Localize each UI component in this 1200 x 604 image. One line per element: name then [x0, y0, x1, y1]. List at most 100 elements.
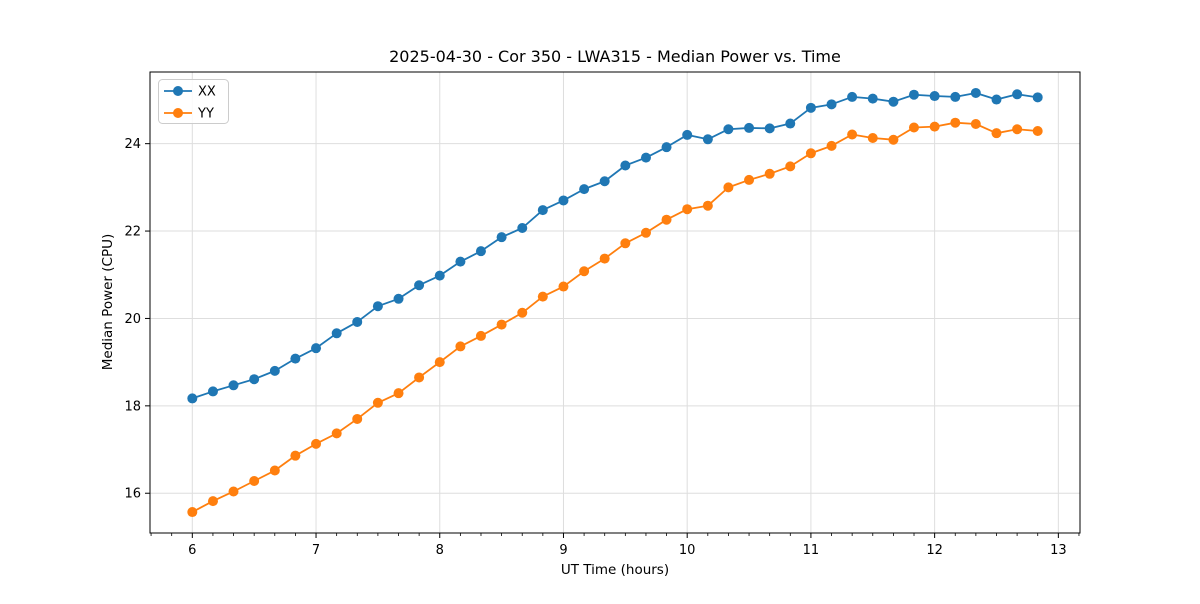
- legend-box: [158, 79, 229, 124]
- data-point-yy: [249, 476, 260, 486]
- data-point-xx: [352, 316, 363, 327]
- data-point-yy: [475, 330, 486, 341]
- x-tick-label: 13: [1050, 543, 1067, 558]
- data-point-xx: [764, 123, 775, 134]
- x-tick-label: 8: [436, 543, 444, 558]
- data-point-yy: [826, 140, 837, 151]
- data-point-xx: [1012, 89, 1023, 100]
- data-point-yy: [352, 413, 363, 424]
- legend-marker-xx: [173, 86, 183, 96]
- x-tick-label: 6: [188, 543, 196, 558]
- y-tick-label: 24: [124, 137, 141, 152]
- data-point-xx: [661, 142, 672, 153]
- data-point-xx: [1032, 92, 1043, 103]
- legend: XX YY: [158, 79, 229, 124]
- data-point-xx: [517, 223, 528, 233]
- data-point-yy: [620, 238, 631, 249]
- data-point-yy: [372, 397, 383, 408]
- x-tick-label: 11: [803, 543, 820, 558]
- data-point-yy: [661, 214, 672, 225]
- data-point-yy: [537, 291, 548, 302]
- data-point-yy: [764, 168, 775, 179]
- data-point-xx: [558, 195, 569, 206]
- plot-series: [187, 87, 1043, 518]
- data-point-yy: [970, 119, 981, 129]
- data-point-xx: [620, 160, 631, 171]
- data-point-xx: [785, 118, 796, 129]
- data-point-yy: [228, 486, 239, 497]
- data-point-yy: [311, 438, 322, 449]
- data-point-xx: [929, 91, 940, 102]
- data-point-xx: [991, 94, 1002, 105]
- data-point-yy: [517, 307, 528, 318]
- legend-marker-yy: [173, 108, 183, 118]
- data-point-xx: [950, 91, 961, 102]
- data-point-xx: [249, 374, 260, 385]
- data-point-yy: [702, 200, 713, 211]
- data-point-yy: [599, 253, 610, 264]
- data-point-yy: [1032, 125, 1043, 136]
- x-tick-label: 9: [559, 543, 567, 558]
- data-point-xx: [826, 99, 837, 110]
- axis-ticks: 6 7 8 9 10 11 12 13 16 18 20 22 24: [124, 137, 1080, 558]
- y-tick-label: 22: [124, 225, 141, 240]
- data-point-yy: [847, 129, 858, 140]
- data-point-xx: [187, 393, 198, 404]
- data-point-xx: [744, 122, 755, 133]
- data-point-yy: [579, 266, 590, 277]
- data-point-yy: [805, 148, 816, 159]
- data-point-yy: [207, 496, 218, 507]
- data-point-yy: [785, 161, 796, 172]
- data-point-yy: [908, 122, 919, 133]
- data-point-xx: [908, 89, 919, 100]
- data-point-xx: [434, 270, 445, 281]
- data-point-xx: [331, 328, 342, 339]
- data-point-xx: [599, 176, 610, 187]
- data-point-yy: [290, 450, 301, 461]
- data-point-yy: [744, 174, 755, 185]
- y-tick-label: 16: [124, 487, 141, 502]
- data-point-xx: [311, 343, 322, 354]
- series-line-yy: [191, 121, 1038, 513]
- data-point-yy: [187, 507, 198, 518]
- legend-label-xx: XX: [198, 85, 216, 100]
- series-line-xx: [192, 92, 1038, 400]
- data-point-xx: [393, 293, 404, 304]
- data-point-yy: [867, 132, 878, 143]
- data-point-yy: [640, 227, 651, 238]
- data-point-xx: [888, 96, 899, 107]
- data-point-yy: [496, 319, 507, 330]
- data-point-xx: [290, 353, 301, 364]
- data-point-xx: [702, 134, 713, 145]
- data-point-xx: [970, 87, 981, 98]
- data-point-yy: [414, 372, 425, 383]
- data-point-xx: [228, 380, 239, 391]
- data-point-xx: [496, 232, 507, 243]
- data-point-yy: [331, 428, 342, 439]
- x-tick-label: 7: [312, 543, 320, 558]
- data-point-xx: [537, 205, 548, 216]
- data-point-xx: [805, 102, 816, 113]
- data-point-xx: [269, 365, 280, 376]
- data-point-yy: [929, 121, 940, 132]
- chart-title: 2025-04-30 - Cor 350 - LWA315 - Median P…: [389, 47, 841, 66]
- data-point-xx: [372, 301, 383, 312]
- legend-label-yy: YY: [197, 107, 214, 122]
- y-tick-label: 20: [124, 312, 141, 327]
- data-point-xx: [475, 246, 486, 257]
- x-tick-label: 12: [926, 543, 943, 558]
- data-point-yy: [1012, 124, 1023, 135]
- y-tick-label: 18: [124, 399, 141, 414]
- data-point-xx: [867, 93, 878, 104]
- data-point-yy: [434, 357, 445, 368]
- data-point-xx: [682, 129, 693, 140]
- data-point-yy: [558, 281, 569, 292]
- data-point-yy: [950, 117, 961, 128]
- data-point-xx: [414, 280, 425, 291]
- data-point-xx: [723, 124, 734, 135]
- data-point-yy: [393, 388, 404, 399]
- grid-lines: [150, 72, 1080, 533]
- data-point-yy: [455, 341, 466, 352]
